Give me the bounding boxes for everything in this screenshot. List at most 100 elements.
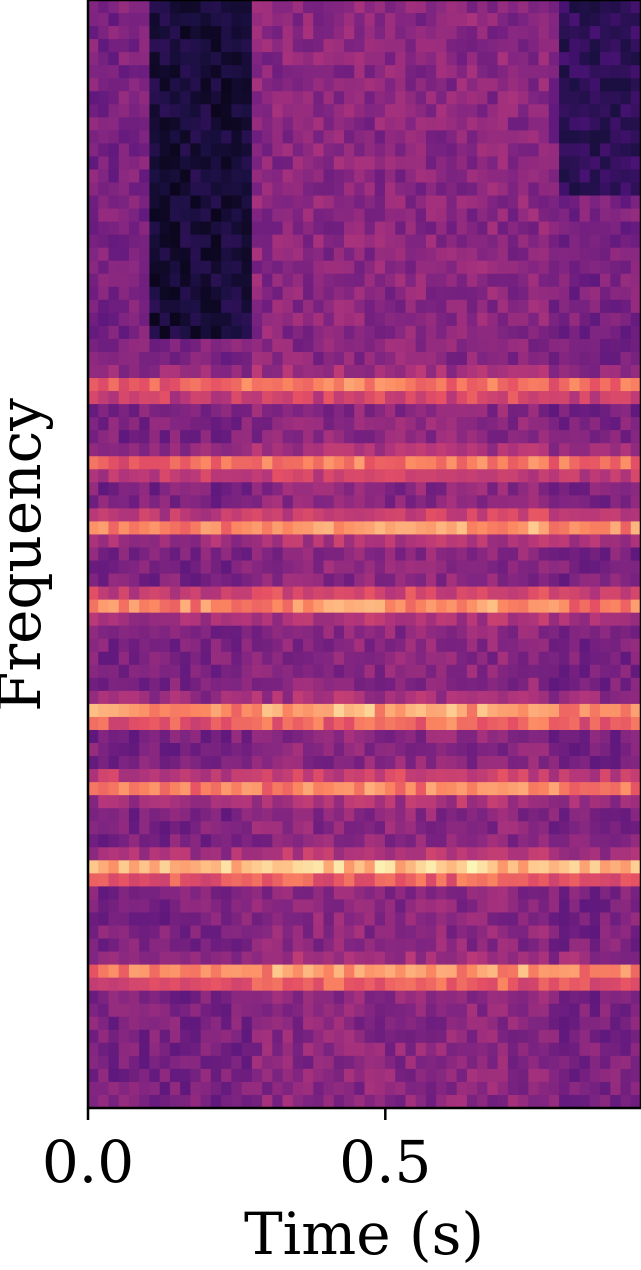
heatmap-cell (436, 834, 448, 848)
heatmap-cell (180, 677, 192, 692)
heatmap-cell (333, 964, 345, 979)
heatmap-cell (210, 586, 222, 601)
heatmap-cell (323, 52, 335, 66)
heatmap-cell (487, 104, 499, 118)
heatmap-cell (600, 625, 611, 640)
heatmap-cell (620, 195, 632, 210)
heatmap-cell (344, 78, 355, 92)
heatmap-cell (354, 117, 366, 131)
heatmap-cell (303, 625, 314, 640)
heatmap-cell (579, 873, 591, 887)
heatmap-cell (559, 469, 570, 483)
heatmap-cell (477, 247, 488, 262)
heatmap-cell (405, 521, 417, 536)
heatmap-cell (395, 1081, 407, 1096)
heatmap-cell (446, 0, 458, 14)
heatmap-cell (579, 13, 591, 27)
heatmap-cell (477, 873, 488, 887)
heatmap-cell (364, 612, 376, 627)
heatmap-cell (569, 651, 581, 666)
heatmap-cell (630, 938, 641, 953)
heatmap-cell (323, 234, 335, 249)
heatmap-cell (405, 1016, 417, 1031)
heatmap-cell (548, 417, 560, 431)
heatmap-cell (221, 286, 232, 301)
heatmap-cell (415, 221, 427, 236)
heatmap-cell (579, 886, 591, 901)
heatmap-cell (180, 182, 192, 197)
heatmap-cell (466, 729, 478, 744)
heatmap-cell (374, 52, 386, 66)
heatmap-cell (159, 782, 171, 796)
heatmap-cell (88, 521, 99, 536)
heatmap-cell (384, 378, 396, 392)
heatmap-cell (180, 873, 192, 887)
heatmap-cell (395, 143, 407, 158)
heatmap-cell (139, 26, 151, 40)
heatmap-cell (262, 508, 273, 523)
heatmap-cell (487, 521, 499, 536)
heatmap-cell (466, 234, 478, 249)
heatmap-cell (630, 1042, 641, 1057)
heatmap-cell (487, 508, 499, 523)
heatmap-cell (436, 156, 448, 171)
heatmap-cell (169, 247, 181, 262)
heatmap-cell (323, 612, 335, 627)
heatmap-cell (630, 756, 641, 770)
heatmap-cell (282, 716, 294, 731)
heatmap-cell (108, 325, 120, 340)
heatmap-cell (251, 260, 263, 275)
heatmap-cell (425, 1042, 437, 1057)
heatmap-cell (425, 560, 437, 575)
heatmap-cell (384, 1003, 396, 1018)
heatmap-cell (231, 469, 243, 483)
heatmap-cell (149, 456, 161, 470)
heatmap-cell (200, 964, 212, 979)
heatmap-cell (98, 547, 110, 562)
heatmap-cell (600, 1055, 611, 1070)
heatmap-cell (364, 951, 376, 966)
heatmap-cell (221, 560, 232, 575)
heatmap-cell (354, 612, 366, 627)
heatmap-cell (241, 286, 253, 301)
heatmap-cell (292, 586, 304, 601)
heatmap-cell (282, 508, 294, 523)
heatmap-cell (200, 417, 212, 431)
heatmap-cell (395, 247, 407, 262)
heatmap-cell (333, 560, 345, 575)
heatmap-cell (292, 938, 304, 953)
heatmap-cell (251, 130, 263, 144)
heatmap-cell (620, 221, 632, 236)
heatmap-cell (200, 13, 212, 27)
heatmap-cell (180, 273, 192, 288)
heatmap-cell (395, 456, 407, 470)
heatmap-cell (333, 508, 345, 523)
heatmap-cell (559, 325, 570, 340)
heatmap-cell (384, 690, 396, 705)
heatmap-cell (497, 143, 509, 158)
heatmap-cell (559, 273, 570, 288)
heatmap-cell (88, 703, 99, 718)
heatmap-cell (364, 508, 376, 523)
heatmap-cell (374, 273, 386, 288)
heatmap-cell (395, 182, 407, 197)
heatmap-cell (190, 508, 202, 523)
heatmap-cell (333, 951, 345, 966)
heatmap-cell (118, 612, 130, 627)
heatmap-cell (436, 1068, 448, 1083)
heatmap-cell (364, 716, 376, 731)
heatmap-cell (630, 1016, 641, 1031)
heatmap-cell (487, 795, 499, 809)
heatmap-cell (364, 938, 376, 953)
heatmap-cell (241, 156, 253, 171)
heatmap-cell (292, 1016, 304, 1031)
heatmap-cell (313, 977, 325, 992)
heatmap-cell (333, 1016, 345, 1031)
heatmap-cell (231, 13, 243, 27)
heatmap-cell (251, 1068, 263, 1083)
heatmap-cell (559, 169, 570, 184)
heatmap-cell (251, 560, 263, 575)
heatmap-cell (210, 234, 222, 249)
heatmap-cell (518, 156, 529, 171)
heatmap-cell (415, 808, 427, 822)
